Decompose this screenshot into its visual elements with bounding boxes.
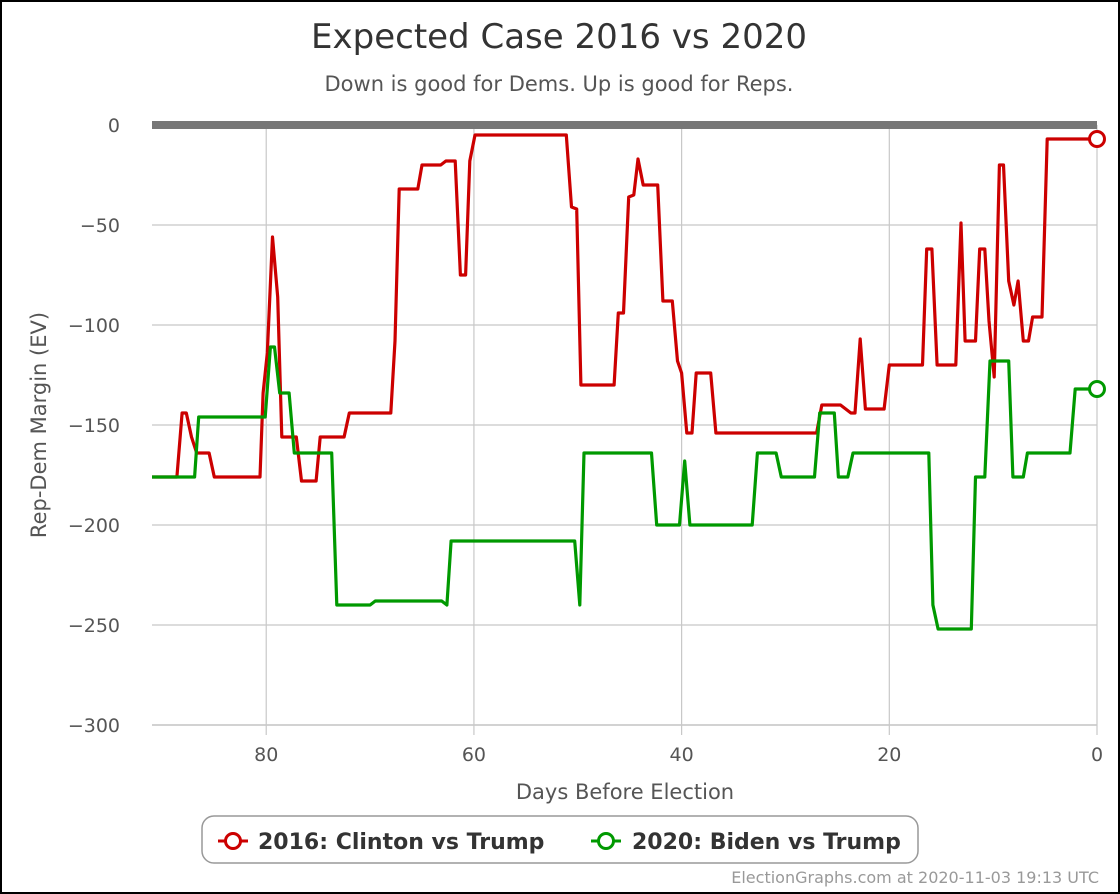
- series-layer: [152, 130, 1106, 631]
- x-tick-label: 40: [670, 744, 694, 766]
- series-end-marker-0[interactable]: [1088, 130, 1106, 148]
- series-line-1: [152, 345, 1097, 631]
- x-tick-label: 20: [877, 744, 901, 766]
- y-axis-ticks: 0 −50 −100 −150 −200 −250 −300: [68, 115, 120, 737]
- y-tick-label: −150: [68, 415, 120, 437]
- y-tick-label: −250: [68, 615, 120, 637]
- y-tick-label: −100: [68, 315, 120, 337]
- series-line-0: [152, 133, 1097, 483]
- y-tick-label: −300: [68, 715, 120, 737]
- legend-item-2020[interactable]: 2020: Biden vs Trump: [591, 830, 901, 855]
- x-axis-ticks: 80 60 40 20 0: [254, 744, 1103, 766]
- chart-title: Expected Case 2016 vs 2020: [311, 17, 807, 57]
- legend: 2016: Clinton vs Trump 2020: Biden vs Tr…: [201, 815, 919, 864]
- legend-box: [201, 815, 919, 864]
- series-end-marker-1[interactable]: [1088, 380, 1106, 398]
- y-tick-label: 0: [108, 115, 120, 137]
- legend-marker-2020: [597, 832, 615, 850]
- x-tick-label: 0: [1091, 744, 1103, 766]
- y-tick-label: −50: [80, 215, 120, 237]
- chart-subtitle: Down is good for Dems. Up is good for Re…: [325, 72, 794, 96]
- legend-label-2020: 2020: Biden vs Trump: [632, 830, 901, 855]
- x-axis-label: Days Before Election: [516, 780, 734, 804]
- y-tick-label: −200: [68, 515, 120, 537]
- x-tick-label: 60: [462, 744, 486, 766]
- legend-item-2016[interactable]: 2016: Clinton vs Trump: [218, 830, 544, 855]
- grid-lines: [152, 125, 1098, 735]
- legend-marker-2016: [224, 832, 242, 850]
- x-tick-label: 80: [254, 744, 278, 766]
- credit-text[interactable]: ElectionGraphs.com at 2020-11-03 19:13 U…: [731, 868, 1099, 887]
- y-axis-label: Rep-Dem Margin (EV): [27, 312, 51, 538]
- legend-label-2016: 2016: Clinton vs Trump: [258, 830, 544, 855]
